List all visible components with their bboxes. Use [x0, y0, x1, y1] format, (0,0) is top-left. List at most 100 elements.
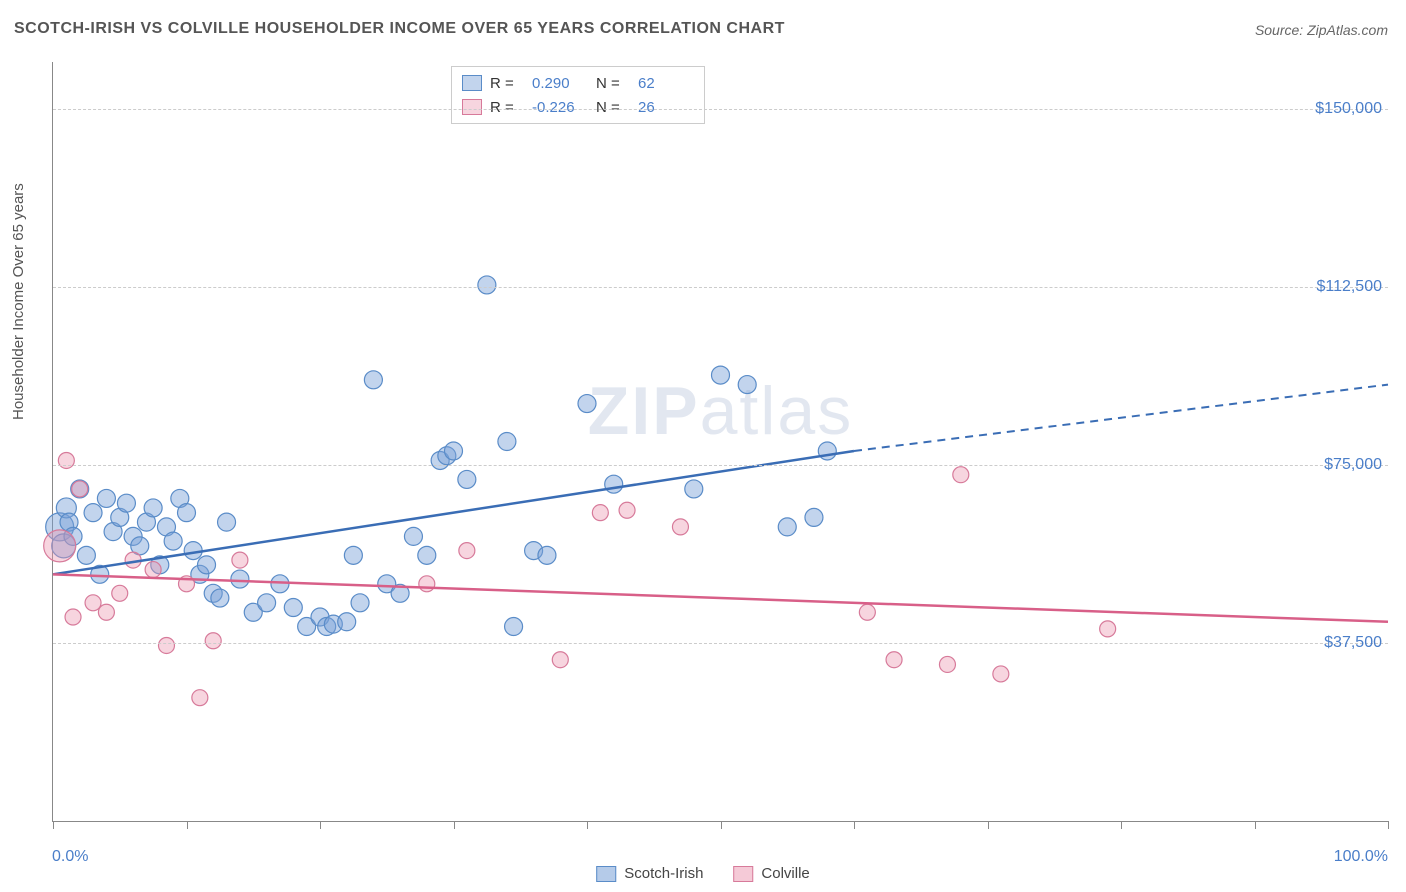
x-tick — [721, 821, 722, 829]
scatter-point — [84, 504, 102, 522]
chart-title: SCOTCH-IRISH VS COLVILLE HOUSEHOLDER INC… — [14, 20, 785, 38]
scatter-point — [419, 576, 435, 592]
scatter-point — [953, 467, 969, 483]
legend-r-value: -0.226 — [532, 99, 588, 116]
x-axis-max-label: 100.0% — [1334, 848, 1388, 866]
scatter-point — [324, 615, 342, 633]
scatter-point — [738, 376, 756, 394]
scatter-point — [111, 508, 129, 526]
trend-line — [53, 574, 1388, 621]
scatter-point — [459, 543, 475, 559]
scatter-point — [151, 556, 169, 574]
legend-item: Colville — [733, 865, 809, 882]
legend-row: R = 0.290 N = 62 — [462, 71, 694, 95]
x-axis-min-label: 0.0% — [52, 848, 88, 866]
y-tick-label: $150,000 — [1315, 100, 1382, 118]
scatter-point — [525, 542, 543, 560]
scatter-point — [104, 523, 122, 541]
scatter-point — [939, 656, 955, 672]
scatter-point — [619, 502, 635, 518]
legend-swatch-icon — [462, 75, 482, 91]
legend-label: Colville — [761, 865, 809, 882]
scatter-point — [498, 433, 516, 451]
scatter-point — [192, 690, 208, 706]
x-tick — [988, 821, 989, 829]
scatter-point — [205, 633, 221, 649]
scatter-point — [44, 530, 76, 562]
scatter-point — [344, 546, 362, 564]
watermark: ZIPatlas — [588, 372, 853, 450]
scatter-point — [318, 618, 336, 636]
scatter-point — [338, 613, 356, 631]
scatter-point — [158, 637, 174, 653]
scatter-point — [778, 518, 796, 536]
scatter-point — [244, 603, 262, 621]
source-attribution: Source: ZipAtlas.com — [1255, 22, 1388, 38]
trend-line — [53, 451, 854, 574]
x-tick — [320, 821, 321, 829]
legend-swatch-icon — [733, 866, 753, 882]
scatter-point — [445, 442, 463, 460]
scatter-point — [231, 570, 249, 588]
scatter-point — [144, 499, 162, 517]
scatter-point — [805, 508, 823, 526]
scatter-point — [64, 527, 82, 545]
scatter-point — [179, 576, 195, 592]
correlation-legend: R = 0.290 N = 62 R = -0.226 N = 26 — [451, 66, 705, 124]
legend-r-label: R = — [490, 75, 524, 92]
scatter-point — [712, 366, 730, 384]
x-tick — [587, 821, 588, 829]
scatter-point — [271, 575, 289, 593]
chart-svg-layer — [53, 62, 1388, 821]
scatter-point — [137, 513, 155, 531]
scatter-point — [125, 552, 141, 568]
x-tick — [1121, 821, 1122, 829]
scatter-point — [204, 584, 222, 602]
scatter-point — [1100, 621, 1116, 637]
scatter-point — [886, 652, 902, 668]
scatter-point — [145, 562, 161, 578]
scatter-point — [685, 480, 703, 498]
scatter-point — [164, 532, 182, 550]
scatter-point — [592, 505, 608, 521]
y-tick-label: $37,500 — [1324, 634, 1382, 652]
legend-n-value: 62 — [638, 75, 694, 92]
scatter-point — [672, 519, 688, 535]
scatter-point — [72, 481, 88, 497]
series-legend: Scotch-Irish Colville — [596, 865, 810, 882]
scatter-point — [258, 594, 276, 612]
scatter-point — [284, 599, 302, 617]
scatter-point — [184, 542, 202, 560]
y-tick-label: $112,500 — [1316, 278, 1382, 296]
scatter-point — [818, 442, 836, 460]
scatter-point — [993, 666, 1009, 682]
legend-r-value: 0.290 — [532, 75, 588, 92]
legend-n-label: N = — [596, 99, 630, 116]
scatter-point — [98, 604, 114, 620]
x-tick — [1255, 821, 1256, 829]
scatter-point — [391, 584, 409, 602]
scatter-point — [171, 489, 189, 507]
scatter-point — [117, 494, 135, 512]
gridline — [53, 465, 1388, 466]
scatter-point — [191, 565, 209, 583]
gridline — [53, 109, 1388, 110]
scatter-point — [431, 451, 449, 469]
scatter-point — [198, 556, 216, 574]
scatter-point — [178, 504, 196, 522]
scatter-point — [112, 585, 128, 601]
legend-label: Scotch-Irish — [624, 865, 703, 882]
scatter-point — [85, 595, 101, 611]
scatter-point — [65, 609, 81, 625]
scatter-point — [538, 546, 556, 564]
scatter-point — [77, 546, 95, 564]
scatter-point — [378, 575, 396, 593]
scatter-point — [418, 546, 436, 564]
legend-n-value: 26 — [638, 99, 694, 116]
scatter-point — [859, 604, 875, 620]
scatter-point — [404, 527, 422, 545]
legend-n-label: N = — [596, 75, 630, 92]
x-tick — [53, 821, 54, 829]
scatter-point — [458, 470, 476, 488]
y-axis-label: Householder Income Over 65 years — [10, 183, 27, 420]
